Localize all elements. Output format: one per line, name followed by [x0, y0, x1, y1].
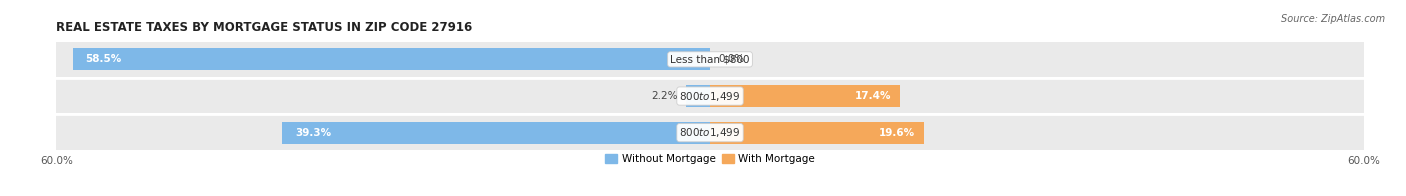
Text: $800 to $1,499: $800 to $1,499: [679, 90, 741, 103]
Text: $800 to $1,499: $800 to $1,499: [679, 126, 741, 139]
Legend: Without Mortgage, With Mortgage: Without Mortgage, With Mortgage: [600, 150, 820, 168]
Bar: [686, 85, 710, 107]
Text: 39.3%: 39.3%: [295, 128, 330, 138]
Bar: [710, 122, 924, 144]
Text: 2.2%: 2.2%: [651, 91, 678, 101]
Bar: [56, 42, 1364, 77]
Bar: [73, 48, 710, 70]
Text: 17.4%: 17.4%: [855, 91, 891, 101]
Text: 58.5%: 58.5%: [86, 54, 122, 64]
Text: REAL ESTATE TAXES BY MORTGAGE STATUS IN ZIP CODE 27916: REAL ESTATE TAXES BY MORTGAGE STATUS IN …: [56, 21, 472, 34]
Bar: [56, 79, 1364, 113]
Bar: [56, 115, 1364, 150]
Text: Less than $800: Less than $800: [671, 54, 749, 64]
Text: 0.0%: 0.0%: [718, 54, 745, 64]
Bar: [281, 122, 710, 144]
Text: 19.6%: 19.6%: [879, 128, 915, 138]
Text: Source: ZipAtlas.com: Source: ZipAtlas.com: [1281, 14, 1385, 24]
Bar: [710, 85, 900, 107]
